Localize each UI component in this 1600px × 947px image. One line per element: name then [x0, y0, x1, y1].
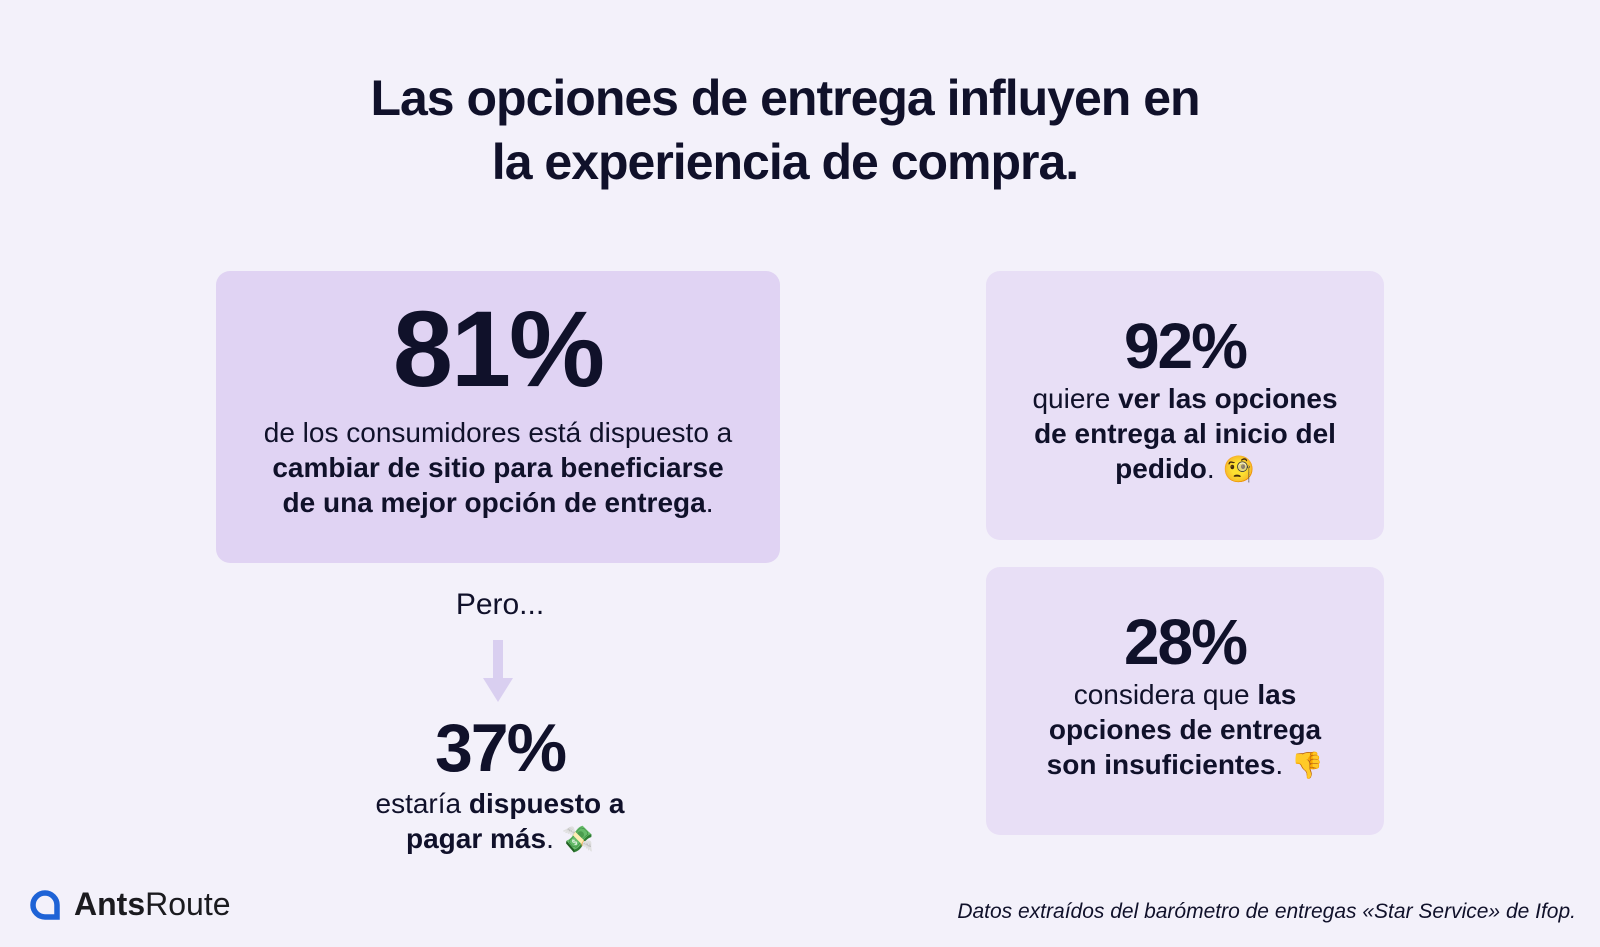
- pero-label: Pero...: [455, 588, 545, 621]
- thumbs-down-icon: 👎: [1290, 751, 1324, 781]
- page-title: Las opciones de entrega influyen en la e…: [370, 70, 1200, 190]
- antsroute-logo: AntsRoute: [30, 886, 231, 923]
- stat-value: 37%: [434, 710, 567, 786]
- stat-block-37: 37% estaría dispuesto a pagar más. 💸: [300, 710, 700, 858]
- stat-description: quiere ver las opciones de entrega al in…: [1032, 383, 1338, 485]
- stat-card-92: 92% quiere ver las opciones de entrega a…: [986, 271, 1384, 540]
- face-with-monocle-icon: 🧐: [1222, 455, 1255, 485]
- stat-description: de los consumidores está dispuesto a cam…: [263, 417, 733, 518]
- logo-mark-icon: [30, 889, 60, 920]
- money-with-wings-icon: 💸: [561, 825, 594, 855]
- stat-value: 81%: [392, 288, 605, 409]
- arrow-down-icon: [483, 640, 513, 702]
- stat-value: 92%: [1123, 310, 1248, 382]
- stat-description: estaría dispuesto a pagar más. 💸: [375, 788, 625, 855]
- stat-value: 28%: [1123, 606, 1248, 678]
- stat-card-28: 28% considera que las opciones de entreg…: [986, 567, 1384, 835]
- stat-card-81: 81% de los consumidores está dispuesto a…: [216, 271, 780, 563]
- source-note: Datos extraídos del barómetro de entrega…: [957, 900, 1576, 923]
- stat-description: considera que las opciones de entrega so…: [1046, 679, 1324, 781]
